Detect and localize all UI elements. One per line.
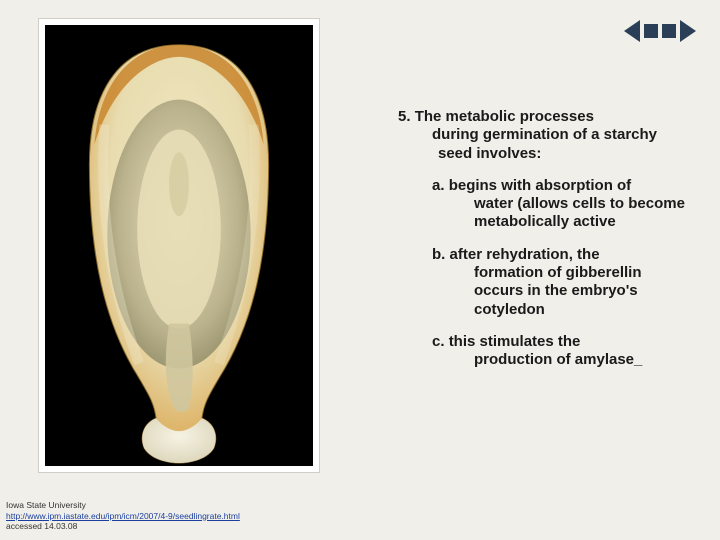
item-body: water (allows cells to become metabolica… xyxy=(432,195,694,232)
arrow-right-icon[interactable] xyxy=(680,20,696,42)
list-item: c. this stimulates the production of amy… xyxy=(398,333,694,370)
arrow-left-icon[interactable] xyxy=(624,20,640,42)
heading: 5. The metabolic processes during germin… xyxy=(398,108,694,163)
item-body: production of amylase_ xyxy=(432,351,694,369)
slide-text: 5. The metabolic processes during germin… xyxy=(398,108,694,384)
list-item: a. begins with absorption of water (allo… xyxy=(398,177,694,232)
item-first-line: begins with absorption of xyxy=(449,177,632,194)
nav-square-icon xyxy=(662,24,676,38)
item-first-line: after rehydration, the xyxy=(450,246,600,263)
item-label: a. xyxy=(432,177,445,194)
heading-rest: during germination of a starchy seed inv… xyxy=(404,126,694,163)
item-first-line: this stimulates the xyxy=(449,333,581,350)
citation-accessed: accessed 14.03.08 xyxy=(6,521,240,532)
heading-first-line: The metabolic processes xyxy=(415,108,594,125)
heading-number: 5. xyxy=(398,108,411,125)
item-label: c. xyxy=(432,333,445,350)
item-label: b. xyxy=(432,246,445,263)
citation-source: Iowa State University xyxy=(6,500,240,511)
citation: Iowa State University http://www.ipm.ias… xyxy=(6,500,240,532)
nav-arrows xyxy=(624,20,696,42)
item-body: formation of gibberellin occurs in the e… xyxy=(432,264,694,319)
seed-photo xyxy=(45,25,313,466)
citation-link[interactable]: http://www.ipm.iastate.edu/ipm/icm/2007/… xyxy=(6,511,240,521)
nav-square-icon xyxy=(644,24,658,38)
photo-frame xyxy=(38,18,320,473)
list-item: b. after rehydration, the formation of g… xyxy=(398,246,694,319)
